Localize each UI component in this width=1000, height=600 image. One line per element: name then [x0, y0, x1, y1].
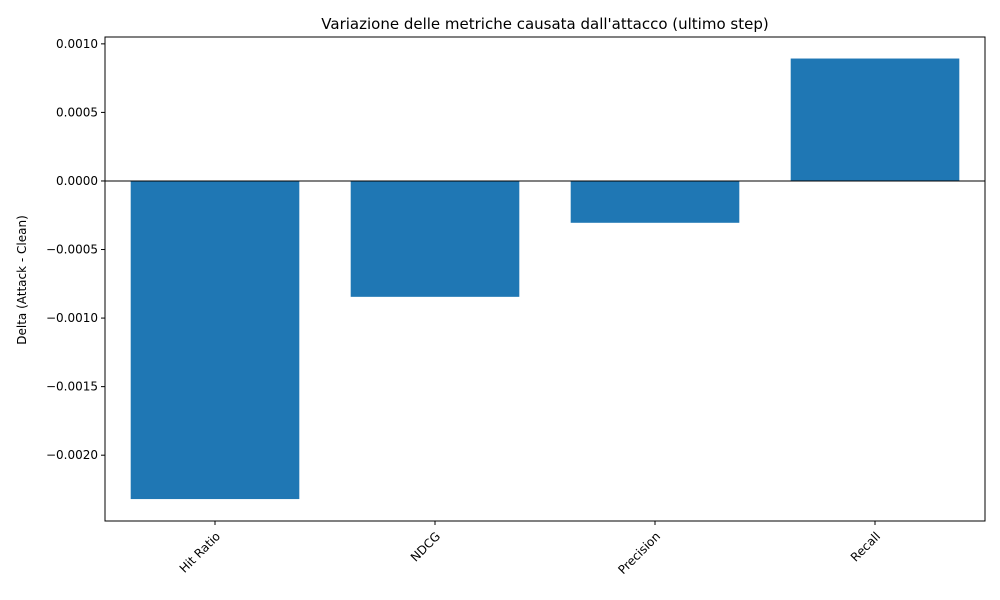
bar-recall: [790, 58, 960, 181]
x-axis-ticks: Hit Ratio NDCG Precision Recall: [177, 521, 883, 577]
x-tick-label: Precision: [615, 529, 663, 577]
y-tick-label: 0.0000: [56, 174, 98, 188]
y-tick-label: −0.0010: [46, 311, 98, 325]
x-tick-label: NDCG: [408, 529, 443, 564]
y-axis-ticks: 0.0010 0.0005 0.0000 −0.0005 −0.0010 −0.0015 −…: [46, 37, 105, 462]
x-tick-label: Recall: [848, 529, 883, 564]
bar-ndcg: [350, 180, 520, 297]
bar-precision: [570, 180, 740, 223]
y-tick-label: −0.0015: [46, 380, 98, 394]
x-tick-label: Hit Ratio: [177, 529, 223, 575]
y-tick-label: 0.0010: [56, 37, 98, 51]
y-tick-label: 0.0005: [56, 105, 98, 119]
y-tick-label: −0.0005: [46, 243, 98, 257]
bar-hit-ratio: [130, 180, 300, 500]
bars-layer: [130, 58, 960, 500]
chart-title: Variazione delle metriche causata dall'a…: [321, 15, 768, 33]
y-axis-label: Delta (Attack - Clean): [15, 215, 29, 345]
plot-area-frame: [104, 36, 986, 522]
y-tick-label: −0.0020: [46, 448, 98, 462]
